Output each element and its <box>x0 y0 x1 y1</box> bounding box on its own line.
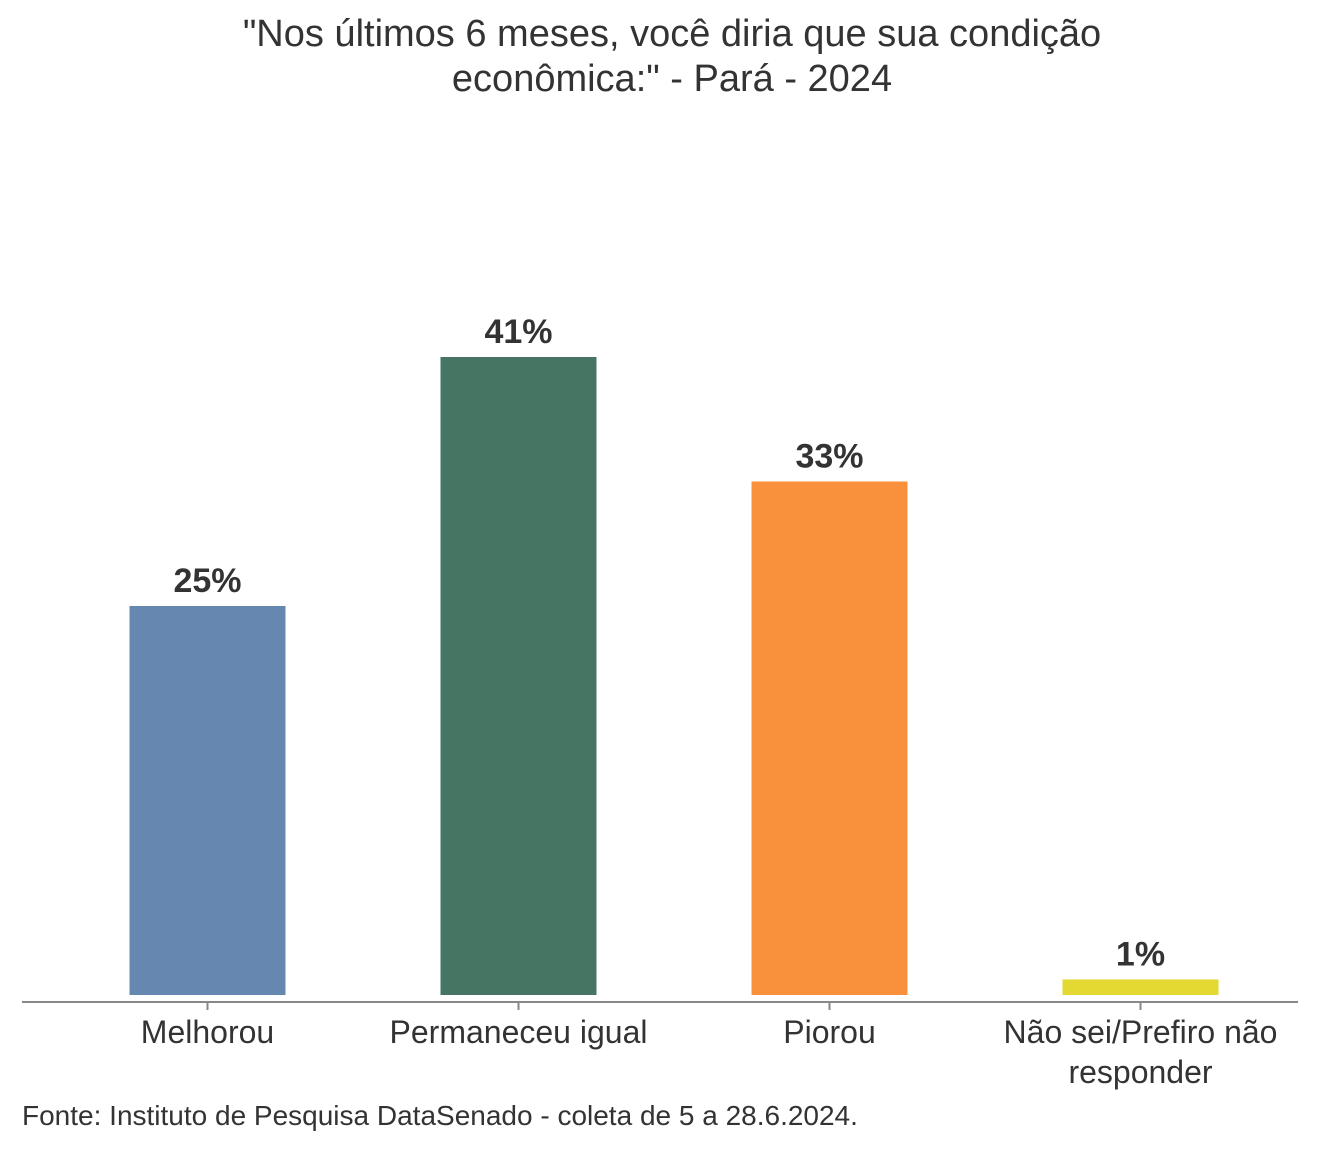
chart-title: "Nos últimos 6 meses, você diria que sua… <box>242 13 1102 100</box>
x-tick-label: Permaneceu igual <box>389 1014 648 1050</box>
value-label: 25% <box>173 562 241 600</box>
bar <box>129 605 286 995</box>
source-note: Fonte: Instituto de Pesquisa DataSenado … <box>22 1100 858 1131</box>
x-tick-label: Piorou <box>783 1014 876 1050</box>
bar <box>440 357 597 995</box>
bar <box>1062 979 1219 995</box>
value-label: 1% <box>1116 935 1165 973</box>
value-label: 33% <box>795 437 863 475</box>
value-label: 41% <box>484 313 552 351</box>
x-tick-label: Melhorou <box>140 1014 275 1050</box>
bar <box>751 481 908 995</box>
x-tick-label: Não sei/Prefiro não responder <box>1003 1014 1278 1090</box>
